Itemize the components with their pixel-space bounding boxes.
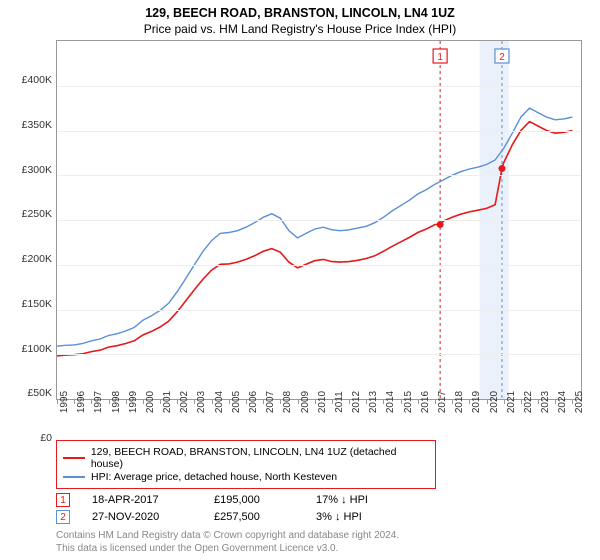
y-tick-label: £400K <box>22 74 52 86</box>
chart-title: 129, BEECH ROAD, BRANSTON, LINCOLN, LN4 … <box>10 6 590 20</box>
y-tick-label: £300K <box>22 164 52 176</box>
plot-area: 12 <box>56 40 582 400</box>
y-tick-label: £50K <box>27 387 52 399</box>
legend-label: HPI: Average price, detached house, Nort… <box>91 471 337 483</box>
x-tick-label: 2012 <box>351 391 362 413</box>
x-tick-label: 2014 <box>385 391 396 413</box>
x-tick-label: 2011 <box>334 391 345 413</box>
x-tick-label: 1998 <box>111 391 122 413</box>
x-tick-label: 2015 <box>403 391 414 413</box>
svg-text:1: 1 <box>437 52 443 63</box>
x-tick-label: 1997 <box>93 391 104 413</box>
y-tick-label: £350K <box>22 119 52 131</box>
chart-subtitle: Price paid vs. HM Land Registry's House … <box>10 22 590 36</box>
x-tick-label: 2000 <box>145 391 156 413</box>
anno-marker: 2 <box>56 510 70 524</box>
legend-box: 129, BEECH ROAD, BRANSTON, LINCOLN, LN4 … <box>56 440 436 489</box>
svg-text:2: 2 <box>499 52 505 63</box>
legend-swatch <box>63 476 85 478</box>
anno-date: 27-NOV-2020 <box>92 511 192 523</box>
x-tick-label: 2004 <box>214 391 225 413</box>
x-tick-label: 2009 <box>300 391 311 413</box>
anno-row: 1 18-APR-2017 £195,000 17% ↓ HPI <box>56 493 590 507</box>
y-tick-label: £0 <box>40 432 52 444</box>
x-tick-label: 2002 <box>179 391 190 413</box>
x-tick-label: 1995 <box>59 391 70 413</box>
x-tick-label: 1996 <box>76 391 87 413</box>
x-tick-label: 2013 <box>368 391 379 413</box>
legend-row: 129, BEECH ROAD, BRANSTON, LINCOLN, LN4 … <box>63 446 429 470</box>
footer-text: Contains HM Land Registry data © Crown c… <box>56 530 590 555</box>
x-tick-label: 2003 <box>196 391 207 413</box>
y-tick-label: £200K <box>22 253 52 265</box>
y-tick-label: £100K <box>22 343 52 355</box>
x-tick-label: 2023 <box>540 391 551 413</box>
footer-line-2: This data is licensed under the Open Gov… <box>56 543 590 556</box>
x-tick-label: 2007 <box>265 391 276 413</box>
legend-swatch <box>63 457 85 459</box>
x-tick-label: 2018 <box>454 391 465 413</box>
anno-pct: 17% ↓ HPI <box>316 494 406 506</box>
legend-label: 129, BEECH ROAD, BRANSTON, LINCOLN, LN4 … <box>91 446 429 470</box>
x-tick-label: 2019 <box>471 391 482 413</box>
x-axis-labels: 1995199619971998199920002001200220032004… <box>56 400 582 434</box>
annotation-table: 1 18-APR-2017 £195,000 17% ↓ HPI 2 27-NOV-202… <box>56 493 590 524</box>
y-tick-label: £150K <box>22 298 52 310</box>
x-tick-label: 2010 <box>317 391 328 413</box>
x-tick-label: 2024 <box>557 391 568 413</box>
chart-container: 129, BEECH ROAD, BRANSTON, LINCOLN, LN4 … <box>0 0 600 560</box>
anno-pct: 3% ↓ HPI <box>316 511 406 523</box>
x-tick-label: 1999 <box>128 391 139 413</box>
x-tick-label: 2020 <box>489 391 500 413</box>
x-tick-label: 2006 <box>248 391 259 413</box>
x-tick-label: 2016 <box>420 391 431 413</box>
anno-marker: 1 <box>56 493 70 507</box>
anno-row: 2 27-NOV-2020 £257,500 3% ↓ HPI <box>56 510 590 524</box>
y-axis-labels: £0£50K£100K£150K£200K£250K£300K£350K£400… <box>12 80 58 440</box>
x-tick-label: 2025 <box>574 391 585 413</box>
x-tick-label: 2008 <box>282 391 293 413</box>
footer-line-1: Contains HM Land Registry data © Crown c… <box>56 530 590 543</box>
anno-price: £257,500 <box>214 511 294 523</box>
y-tick-label: £250K <box>22 208 52 220</box>
legend-row: HPI: Average price, detached house, Nort… <box>63 471 429 483</box>
x-tick-label: 2017 <box>437 391 448 413</box>
x-tick-label: 2005 <box>231 391 242 413</box>
x-tick-label: 2021 <box>506 391 517 413</box>
x-tick-label: 2001 <box>162 391 173 413</box>
x-tick-label: 2022 <box>523 391 534 413</box>
anno-date: 18-APR-2017 <box>92 494 192 506</box>
anno-price: £195,000 <box>214 494 294 506</box>
